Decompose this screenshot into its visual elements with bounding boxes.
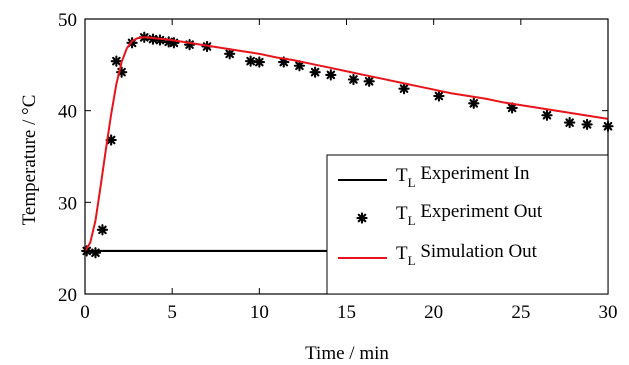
x-tick-label: 30 [599, 302, 618, 323]
legend-label: TL Experiment Out [396, 201, 543, 228]
legend-label: TL Experiment In [396, 163, 530, 190]
y-tick-label: 20 [58, 285, 77, 306]
data-point [293, 60, 306, 72]
data-point [96, 224, 109, 236]
x-tick-label: 0 [80, 302, 90, 323]
legend-label-rest: Experiment In [416, 163, 530, 184]
data-point [110, 55, 123, 67]
legend-label-main: T [396, 203, 408, 224]
x-tick-label: 25 [511, 302, 530, 323]
data-point [183, 39, 196, 51]
legend-item-1: TL Experiment Out [356, 201, 543, 228]
legend-label-main: T [396, 243, 408, 264]
x-tick-label: 10 [250, 302, 269, 323]
legend-swatch [356, 212, 368, 224]
data-point [506, 102, 518, 114]
data-point [309, 66, 321, 78]
legend-item-0: TL Experiment In [338, 163, 530, 190]
legend-label: TL Simulation Out [396, 241, 538, 268]
legend-label-rest: Simulation Out [416, 241, 538, 262]
legend-label-main: T [396, 165, 408, 186]
data-point [89, 247, 102, 259]
data-point [347, 73, 360, 86]
data-point [244, 55, 257, 67]
legend-box [326, 154, 609, 295]
y-tick-label: 50 [58, 10, 77, 31]
x-axis-label: Time / min [305, 343, 389, 364]
data-point [581, 118, 593, 131]
legend-item-2: TL Simulation Out [338, 241, 538, 268]
data-point [563, 116, 576, 129]
series-2 [84, 36, 609, 252]
data-point [253, 56, 265, 68]
series-1 [81, 31, 614, 259]
data-point [398, 83, 410, 95]
x-tick-label: 20 [424, 302, 443, 323]
y-tick-label: 40 [58, 102, 77, 123]
legend-label-subscript: L [408, 213, 416, 228]
legend-label-subscript: L [408, 253, 416, 268]
series-line-2 [84, 36, 609, 252]
y-axis-label: Temperature / °C [19, 95, 40, 226]
data-point [468, 97, 480, 109]
data-point [325, 69, 337, 81]
data-point [224, 48, 236, 60]
x-tick-label: 15 [337, 302, 356, 323]
data-point [433, 90, 445, 102]
data-point [363, 75, 375, 87]
legend-label-subscript: L [408, 175, 416, 190]
legend-label-rest: Experiment Out [416, 201, 543, 222]
data-point [541, 109, 553, 121]
x-tick-label: 5 [167, 302, 177, 323]
y-tick-label: 30 [58, 193, 77, 214]
axes: 0 5 10 15 20 25 30 20 30 40 50 [58, 10, 618, 323]
